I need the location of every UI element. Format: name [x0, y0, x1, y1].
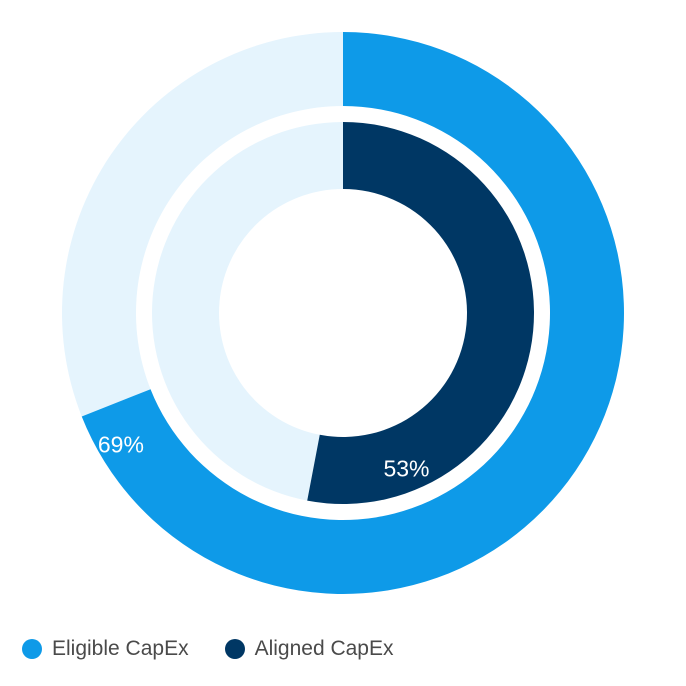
- slice-aligned-capex: [307, 122, 535, 505]
- legend-label-eligible-capex: Eligible CapEx: [52, 637, 189, 660]
- legend-item-aligned-capex: Aligned CapEx: [224, 637, 394, 661]
- track-eligible-capex: [61, 32, 343, 417]
- legend: Eligible CapEx Aligned CapEx: [22, 632, 430, 666]
- data-labels: 69% 53%: [98, 431, 430, 481]
- track-aligned-capex: [152, 122, 343, 501]
- legend-swatch-eligible-capex: [22, 639, 42, 659]
- inner-ring-aligned-capex: [152, 122, 535, 505]
- outer-ring-eligible-capex: [61, 32, 625, 594]
- legend-label-aligned-capex: Aligned CapEx: [254, 637, 394, 660]
- data-label-aligned-capex: 53%: [383, 456, 429, 482]
- legend-item-eligible-capex: Eligible CapEx: [22, 637, 189, 661]
- legend-swatch-aligned-capex: [224, 639, 245, 659]
- data-label-eligible-capex: 69%: [98, 431, 144, 457]
